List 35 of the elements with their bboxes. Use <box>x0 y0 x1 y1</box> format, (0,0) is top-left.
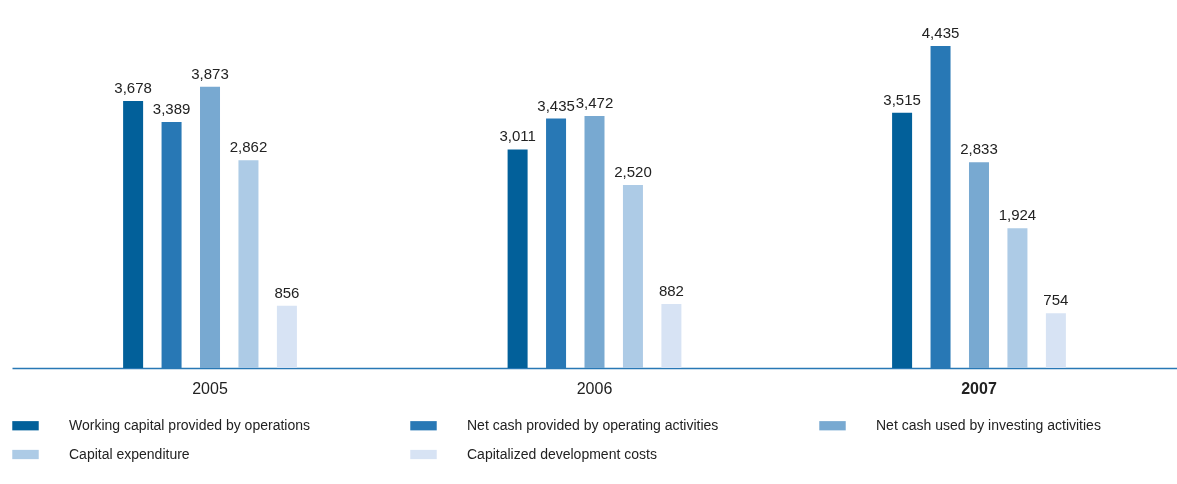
x-tick-label: 2007 <box>961 379 997 397</box>
data-label: 3,873 <box>191 64 229 82</box>
bar <box>200 86 221 368</box>
data-label: 3,472 <box>575 93 614 111</box>
data-label: 4,435 <box>921 24 960 41</box>
bar <box>276 305 297 368</box>
data-label: 2,833 <box>960 140 998 158</box>
data-label: 882 <box>658 281 684 299</box>
legend-label: Capitalized development costs <box>467 445 657 462</box>
data-label: 3,389 <box>152 99 191 117</box>
bar <box>1007 228 1028 368</box>
data-label: 3,011 <box>499 127 536 145</box>
bar <box>238 160 259 368</box>
data-label: 3,678 <box>114 78 152 96</box>
bar <box>661 303 682 368</box>
bar <box>892 112 913 368</box>
data-label: 2,862 <box>229 138 268 156</box>
data-label: 754 <box>1043 291 1069 309</box>
legend-label: Net cash used by investing activities <box>876 416 1101 433</box>
bar <box>622 185 643 368</box>
bar <box>968 162 989 368</box>
data-label: 2,520 <box>614 163 652 181</box>
bar <box>123 100 144 368</box>
data-label: 3,515 <box>883 90 921 108</box>
bar <box>1045 313 1066 368</box>
legend-label: Capital expenditure <box>69 445 190 462</box>
legend-label: Net cash provided by operating activities <box>467 416 719 433</box>
legend-label: Working capital provided by operations <box>69 416 310 433</box>
data-label: 3,435 <box>537 96 575 114</box>
data-label: 856 <box>274 283 300 301</box>
bar <box>584 115 605 368</box>
data-label: 1,924 <box>998 206 1037 224</box>
x-tick-label: 2005 <box>192 379 228 397</box>
bar <box>507 149 528 368</box>
x-tick-label: 2006 <box>576 379 613 397</box>
